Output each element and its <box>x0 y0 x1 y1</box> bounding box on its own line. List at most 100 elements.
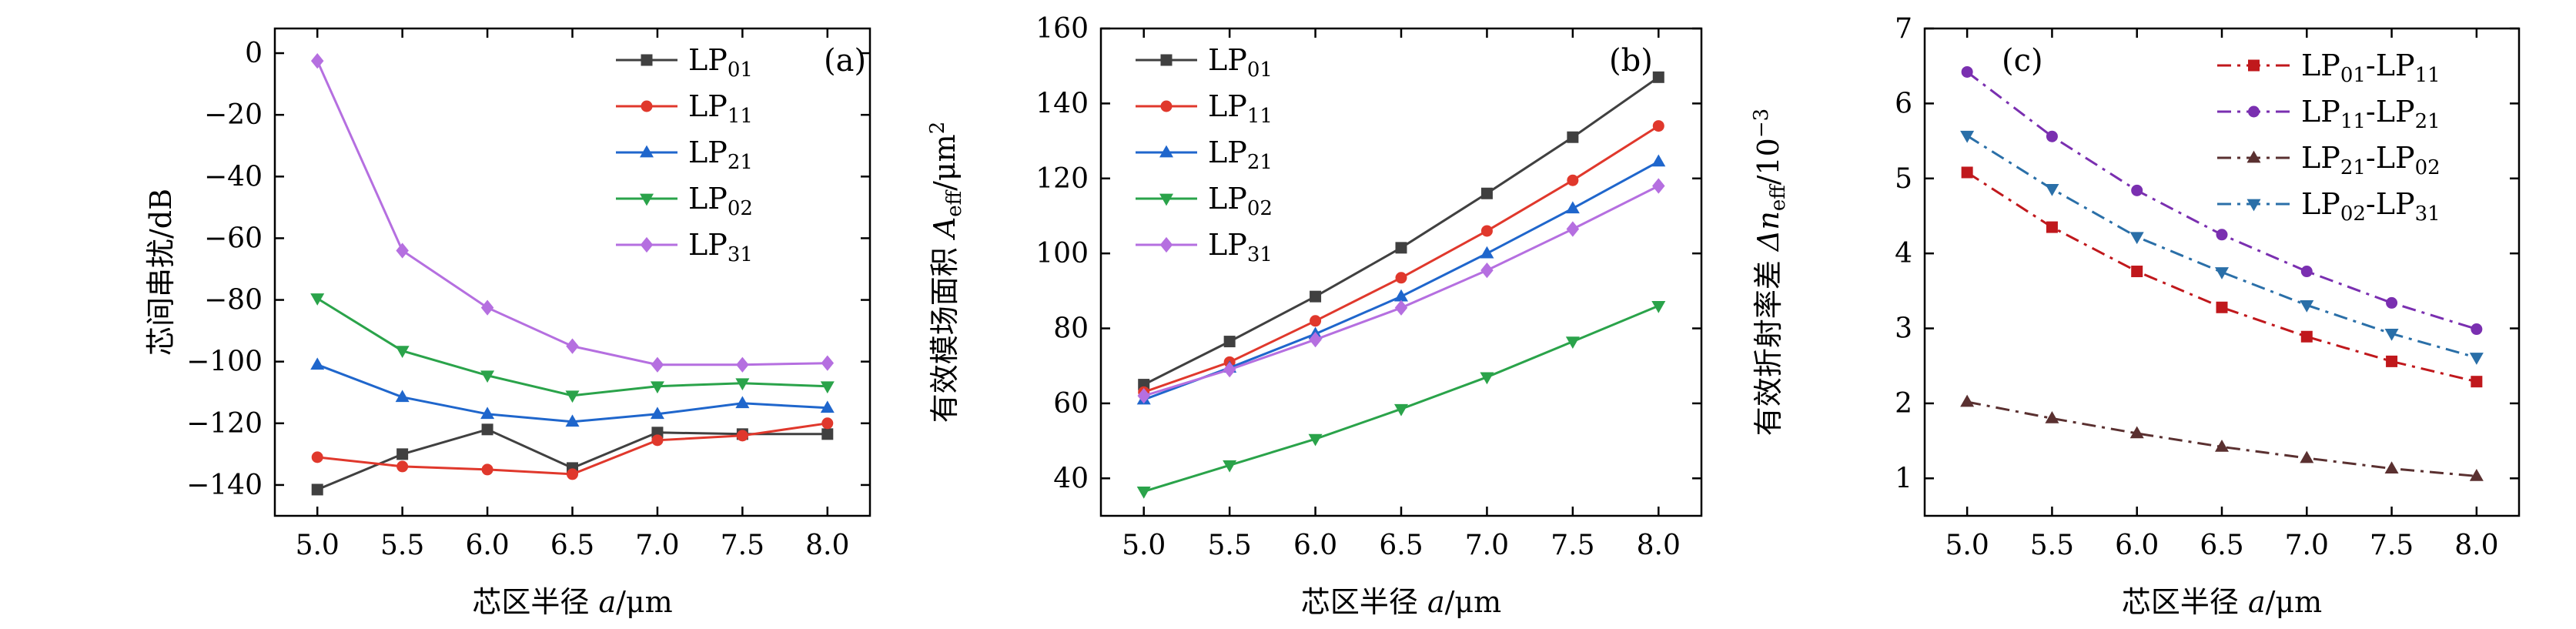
data-point-LP11 <box>736 430 748 442</box>
data-point-LP02-LP31 <box>2469 353 2484 365</box>
y-tick-label: −100 <box>186 346 263 378</box>
data-point-LP02 <box>820 381 835 394</box>
y-tick-label: 60 <box>1053 388 1089 420</box>
x-axis-label-unit: /μm <box>616 585 673 619</box>
data-point-LP02-LP31 <box>2215 267 2229 279</box>
y-axis-label-sub: eff <box>943 189 966 216</box>
data-point-LP02 <box>395 346 410 359</box>
x-tick-label: 7.0 <box>2285 530 2329 561</box>
data-point-LP21-LP02 <box>2045 411 2059 423</box>
y-tick-label: −40 <box>204 161 263 192</box>
data-point-LP11 <box>396 460 409 473</box>
legend-label: LP21 <box>1208 136 1273 174</box>
data-point-LP31 <box>821 355 835 371</box>
data-point-LP01 <box>821 428 834 440</box>
data-point-LP11 <box>1395 272 1407 284</box>
data-point-LP21-LP02 <box>2215 440 2229 452</box>
legend-label: LP02-LP31 <box>2301 187 2441 226</box>
x-axis-label: 芯区半径 a/μm <box>472 585 672 619</box>
data-point-LP21-LP02 <box>2300 450 2314 463</box>
data-point-LP11 <box>481 463 493 476</box>
data-point-LP11-LP21 <box>1961 65 1973 78</box>
x-tick-label: 5.5 <box>1208 530 1252 561</box>
x-axis-label-unit: /μm <box>2266 585 2323 619</box>
legend-label-base2: -LP <box>2366 49 2415 82</box>
x-tick-label: 6.5 <box>550 530 594 561</box>
legend-marker <box>2246 150 2261 163</box>
axes-frame <box>273 27 871 517</box>
legend-label-sub2: 31 <box>2415 202 2441 226</box>
legend-label: LP11 <box>1208 89 1273 128</box>
y-axis-label: 芯间串扰/dB <box>144 189 178 356</box>
data-point-LP21-LP02 <box>2129 426 2144 439</box>
y-tick-label: 160 <box>1035 13 1089 45</box>
legend-marker <box>2248 105 2260 118</box>
legend-label: LP11-LP21 <box>2301 95 2441 133</box>
legend-label-sub: 11 <box>728 105 753 128</box>
legend-label-base2: -LP <box>2366 187 2415 221</box>
legend-label-base: LP <box>688 43 728 77</box>
data-point-LP02-LP31 <box>1960 130 1975 143</box>
panel-label: (c) <box>2002 43 2043 79</box>
x-axis-label-cn: 芯区半径 <box>472 585 598 619</box>
legend-label-sub: 21 <box>2340 156 2366 179</box>
legend-label-sub: 01 <box>1247 59 1273 82</box>
legend-label-sub: 02 <box>1247 197 1273 220</box>
legend-label-sub2: 21 <box>2415 110 2441 133</box>
y-tick-label: 120 <box>1035 163 1089 195</box>
data-point-LP02 <box>480 370 495 383</box>
legend-label-base: LP <box>2301 95 2340 129</box>
legend-label: LP11 <box>688 89 753 128</box>
data-point-LP02 <box>1223 460 1237 473</box>
data-point-LP02 <box>310 293 325 306</box>
data-point-LP11-LP21 <box>2046 130 2058 142</box>
y-tick-label: −20 <box>204 99 263 131</box>
series-line-LP02 <box>1143 304 1659 493</box>
data-point-LP11 <box>311 451 323 463</box>
data-point-LP02 <box>1136 486 1151 499</box>
data-point-LP21 <box>820 400 835 413</box>
data-point-LP31 <box>1480 262 1494 279</box>
panel-label: (b) <box>1609 43 1653 79</box>
legend-marker <box>640 145 654 158</box>
y-axis-label-cn: 有效折射率差 <box>1751 251 1785 436</box>
data-point-LP11-LP21 <box>2386 296 2398 309</box>
data-point-LP21-LP02 <box>2384 461 2399 474</box>
data-point-LP31 <box>651 356 664 373</box>
data-point-LP21 <box>1394 289 1408 302</box>
series-line-LP21-LP02 <box>1966 400 2477 477</box>
legend-label-sub: 02 <box>728 197 753 220</box>
y-tick-label: 140 <box>1035 88 1089 119</box>
data-point-LP02 <box>565 390 580 403</box>
legend-marker <box>640 193 654 206</box>
data-point-LP31 <box>1223 361 1236 378</box>
data-point-LP31 <box>1137 388 1150 404</box>
legend-label-sub: 21 <box>728 151 753 174</box>
data-point-LP01-LP11 <box>2471 376 2483 388</box>
x-tick-label: 5.0 <box>1945 530 1989 561</box>
x-tick-label: 5.0 <box>1122 530 1166 561</box>
data-point-LP11-LP21 <box>2471 323 2483 336</box>
legend-label-base: LP <box>2301 141 2340 175</box>
legend-label-base: LP <box>688 136 728 169</box>
data-point-LP11 <box>1567 174 1579 186</box>
y-tick-label: 3 <box>1895 313 1912 345</box>
data-point-LP02-LP31 <box>2045 184 2059 196</box>
data-point-LP01 <box>396 448 409 460</box>
x-tick-label: 6.0 <box>2115 530 2159 561</box>
data-point-LP21 <box>480 407 495 420</box>
y-axis-label-unit: /μm <box>928 134 962 191</box>
legend-marker <box>1159 145 1173 158</box>
data-point-LP21 <box>565 414 580 427</box>
data-point-LP11 <box>567 468 578 480</box>
data-point-LP02 <box>1651 300 1666 313</box>
legend-label-sub: 21 <box>1247 151 1273 174</box>
legend-label: LP01 <box>688 43 753 82</box>
legend-marker <box>2246 199 2261 212</box>
data-point-LP21 <box>310 357 325 370</box>
y-tick-label: 6 <box>1895 88 1912 119</box>
legend-label-base: LP <box>2301 49 2340 82</box>
data-point-LP01-LP11 <box>2386 355 2398 367</box>
